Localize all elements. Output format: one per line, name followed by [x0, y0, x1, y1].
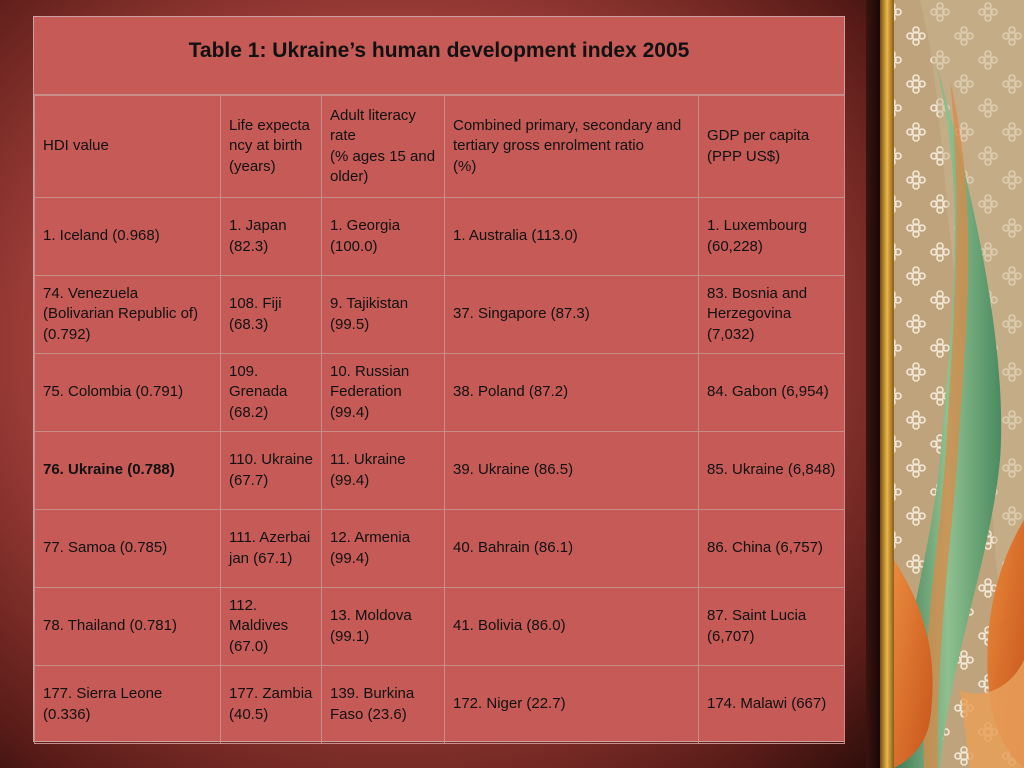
hdi-table: HDI value Life expectancy at birth (year…: [34, 95, 845, 744]
table-cell: 12. Armenia (99.4): [321, 509, 445, 588]
header-life-expectancy: Life expectancy at birth (years): [220, 95, 322, 198]
table-title-row: Table 1: Ukraine’s human development ind…: [34, 17, 844, 95]
table-cell: 109. Grenada (68.2): [220, 353, 322, 432]
table-cell: 77. Samoa (0.785): [34, 509, 221, 588]
table-cell: 1. Australia (113.0): [444, 197, 699, 276]
table-cell: 177. Sierra Leone (0.336): [34, 665, 221, 744]
table-row: 177. Sierra Leone (0.336) 177. Zambia (4…: [34, 665, 845, 744]
table-row: 1. Iceland (0.968) 1. Japan (82.3) 1. Ge…: [34, 197, 845, 276]
table-cell-highlight: 76. Ukraine (0.788): [34, 431, 221, 510]
table-cell: 108. Fiji (68.3): [220, 275, 322, 354]
table-cell: 110. Ukraine (67.7): [220, 431, 322, 510]
table-cell: 86. China (6,757): [698, 509, 845, 588]
table-cell: 85. Ukraine (6,848): [698, 431, 845, 510]
table-cell: 11. Ukraine (99.4): [321, 431, 445, 510]
table-cell: 112. Maldives (67.0): [220, 587, 322, 666]
decorative-side-panel: [880, 0, 1024, 768]
floral-ribbon-decoration: [880, 0, 1024, 768]
table-cell: 78. Thailand (0.781): [34, 587, 221, 666]
table-cell: 39. Ukraine (86.5): [444, 431, 699, 510]
table-row: 75. Colombia (0.791) 109. Grenada (68.2)…: [34, 353, 845, 432]
header-hdi-value: HDI value: [34, 95, 221, 198]
table-cell: 87. Saint Lucia (6,707): [698, 587, 845, 666]
table-header-row: HDI value Life expectancy at birth (year…: [34, 95, 845, 198]
table-cell: 75. Colombia (0.791): [34, 353, 221, 432]
table-cell: 1. Luxembourg (60,228): [698, 197, 845, 276]
header-gdp-per-capita: GDP per capita (PPP US$): [698, 95, 845, 198]
table-row: 78. Thailand (0.781) 112. Maldives (67.0…: [34, 587, 845, 666]
table-cell: 41. Bolivia (86.0): [444, 587, 699, 666]
table-cell: 9. Tajikistan (99.5): [321, 275, 445, 354]
table-cell: 13. Moldova (99.1): [321, 587, 445, 666]
hdi-table-container: Table 1: Ukraine’s human development ind…: [33, 16, 845, 744]
table-cell: 139. Burkina Faso (23.6): [321, 665, 445, 744]
table-cell: 172. Niger (22.7): [444, 665, 699, 744]
table-cell: 38. Poland (87.2): [444, 353, 699, 432]
header-adult-literacy: Adult literacy rate (% ages 15 and older…: [321, 95, 445, 198]
header-enrolment-ratio: Combined primary, secondary and tertiary…: [444, 95, 699, 198]
table-row-ukraine: 76. Ukraine (0.788) 110. Ukraine (67.7) …: [34, 431, 845, 510]
table-row: 77. Samoa (0.785) 111. Azerbaijan (67.1)…: [34, 509, 845, 588]
slide-edge-shadow: [866, 0, 882, 768]
table-cell: 1. Georgia (100.0): [321, 197, 445, 276]
table-cell: 40. Bahrain (86.1): [444, 509, 699, 588]
table-cell: 84. Gabon (6,954): [698, 353, 845, 432]
table-row: 74. Venezuela (Bolivarian Republic of) (…: [34, 275, 845, 354]
table-cell: 1. Japan (82.3): [220, 197, 322, 276]
table-cell: 37. Singapore (87.3): [444, 275, 699, 354]
table-cell: 1. Iceland (0.968): [34, 197, 221, 276]
table-cell: 174. Malawi (667): [698, 665, 845, 744]
table-cell: 10. Russian Federation (99.4): [321, 353, 445, 432]
table-cell: 111. Azerbaijan (67.1): [220, 509, 322, 588]
table-cell: 83. Bosnia and Herzegovina (7,032): [698, 275, 845, 354]
table-cell: 177. Zambia (40.5): [220, 665, 322, 744]
table-cell: 74. Venezuela (Bolivarian Republic of) (…: [34, 275, 221, 354]
table-title: Table 1: Ukraine’s human development ind…: [188, 38, 690, 62]
